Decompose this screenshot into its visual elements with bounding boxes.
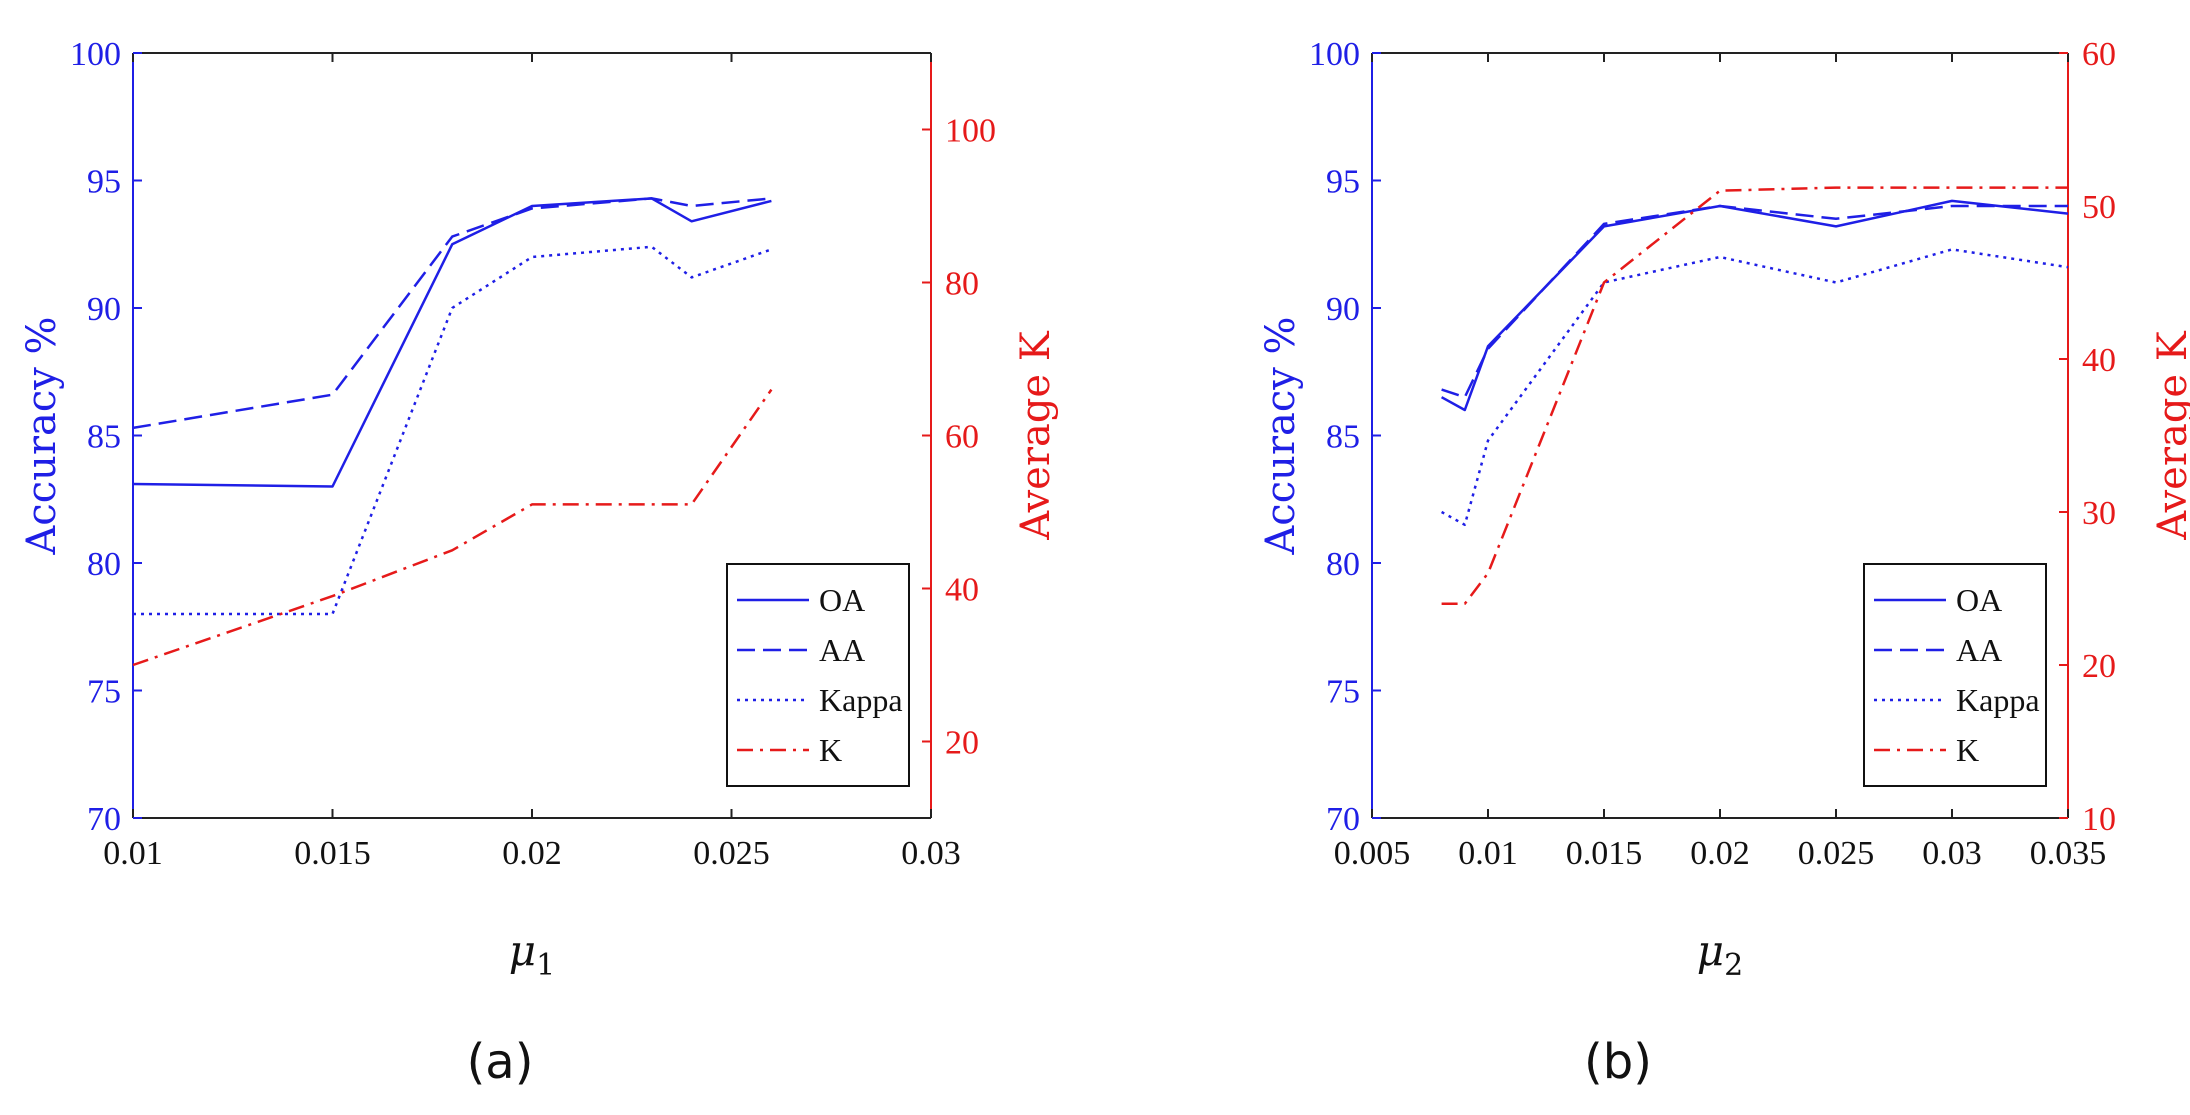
left-y-tick-label: 100 xyxy=(1309,36,1360,73)
series-line-oa xyxy=(1440,199,2069,412)
x-tick-label: 0.005 xyxy=(1334,835,1411,872)
legend-label-kappa: Kappa xyxy=(819,682,903,718)
legend-label-k: K xyxy=(819,732,842,768)
left-y-axis-label: Accuracy % xyxy=(1258,316,1304,555)
x-axis-label-subscript: 1 xyxy=(536,948,555,983)
x-tick-label: 0.015 xyxy=(294,835,371,872)
left-y-tick-label: 70 xyxy=(1326,801,1360,838)
right-y-tick-label: 20 xyxy=(2082,648,2116,685)
x-tick-label: 0.02 xyxy=(1690,835,1750,872)
left-y-tick-label: 90 xyxy=(87,291,121,328)
legend-label-oa: OA xyxy=(819,582,865,618)
x-tick-label: 0.03 xyxy=(1922,835,1982,872)
panel-label: (b) xyxy=(1584,1034,1652,1090)
legend-label-aa: AA xyxy=(819,632,865,668)
left-y-tick-label: 80 xyxy=(87,546,121,583)
right-y-tick-label: 50 xyxy=(2082,189,2116,226)
x-axis-label-symbol: μ xyxy=(1697,926,1724,975)
series-line-kappa xyxy=(133,245,772,616)
x-tick-label: 0.01 xyxy=(103,835,163,872)
right-y-tick-label: 60 xyxy=(945,419,979,456)
series-line-aa xyxy=(1441,204,2068,399)
left-y-tick-label: 85 xyxy=(87,419,121,456)
right-y-tick-label: 20 xyxy=(945,725,979,762)
panel-a: 0.01 0.015 0.02 0.025 0.03 70 75 80 85 90 95 100 20 4… xyxy=(19,36,1059,1090)
left-y-tick-label: 75 xyxy=(1326,674,1360,711)
series-line-k xyxy=(1441,186,2068,606)
series-line-k xyxy=(132,388,773,667)
left-y-tick-label: 90 xyxy=(1326,291,1360,328)
legend-label-oa: OA xyxy=(1956,582,2002,618)
left-y-axis-label: Accuracy % xyxy=(19,316,65,555)
right-y-tick-label: 80 xyxy=(945,266,979,303)
left-y-tick-label: 70 xyxy=(87,801,121,838)
right-y-axis-label: Average K xyxy=(2150,330,2190,540)
left-y-tick-label: 75 xyxy=(87,674,121,711)
right-y-tick-label: 30 xyxy=(2082,495,2116,532)
legend-box xyxy=(1863,563,2047,787)
x-tick-label: 0.03 xyxy=(901,835,961,872)
left-y-tick-label: 100 xyxy=(70,36,121,73)
right-y-tick-label: 10 xyxy=(2082,801,2116,838)
series-line-kappa xyxy=(1440,248,2069,527)
x-axis-label: μ2 xyxy=(1697,926,1743,983)
right-y-tick-label: 40 xyxy=(945,572,979,609)
left-y-tick-label: 95 xyxy=(1326,164,1360,201)
right-y-tick-label: 100 xyxy=(945,113,996,150)
legend-label-kappa: Kappa xyxy=(1956,682,2040,718)
x-axis-label-subscript: 2 xyxy=(1724,948,1743,983)
x-tick-label: 0.035 xyxy=(2030,835,2107,872)
x-axis-label: μ1 xyxy=(509,926,555,983)
left-y-tick-label: 95 xyxy=(87,164,121,201)
panel-b: 0.005 0.01 0.015 0.02 0.025 0.03 0.035 70 75 80 85… xyxy=(1258,36,2190,1090)
legend-label-aa: AA xyxy=(1956,632,2002,668)
x-axis-label-symbol: μ xyxy=(509,926,536,975)
x-tick-label: 0.02 xyxy=(502,835,562,872)
right-y-tick-label: 60 xyxy=(2082,36,2116,73)
x-tick-label: 0.01 xyxy=(1458,835,1518,872)
x-tick-label: 0.025 xyxy=(693,835,770,872)
series-line-aa xyxy=(132,197,772,430)
left-y-tick-label: 85 xyxy=(1326,419,1360,456)
panel-label: (a) xyxy=(467,1034,534,1090)
left-y-tick-label: 80 xyxy=(1326,546,1360,583)
right-y-axis-label: Average K xyxy=(1013,330,1059,540)
legend-box xyxy=(726,563,910,787)
series-line-oa xyxy=(132,197,772,488)
x-tick-label: 0.015 xyxy=(1566,835,1643,872)
legend-label-k: K xyxy=(1956,732,1979,768)
right-y-tick-label: 40 xyxy=(2082,342,2116,379)
x-tick-label: 0.025 xyxy=(1798,835,1875,872)
